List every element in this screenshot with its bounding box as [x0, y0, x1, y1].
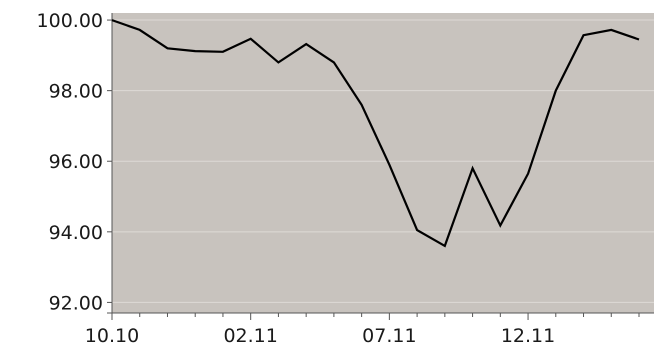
- x-tick-label: 07.11: [362, 325, 416, 347]
- x-tick-label: 12.11: [501, 325, 555, 347]
- y-tick-label: 92.00: [49, 292, 103, 314]
- y-tick-label: 100.00: [37, 10, 103, 32]
- x-tick-label: 02.11: [223, 325, 277, 347]
- x-axis-tick-labels: 10.10 02.11 07.11 12.11: [85, 325, 555, 347]
- x-tick-label: 10.10: [85, 325, 139, 347]
- y-tick-label: 94.00: [49, 222, 103, 244]
- y-axis-tick-labels: 92.00 94.00 96.00 98.00 100.00: [37, 10, 103, 314]
- series-line: [111, 19, 640, 248]
- gridlines: [112, 19, 654, 303]
- y-tick-label: 96.00: [49, 151, 103, 173]
- y-tick-label: 98.00: [49, 81, 103, 103]
- axes: [107, 13, 654, 320]
- plot-area: [112, 13, 654, 313]
